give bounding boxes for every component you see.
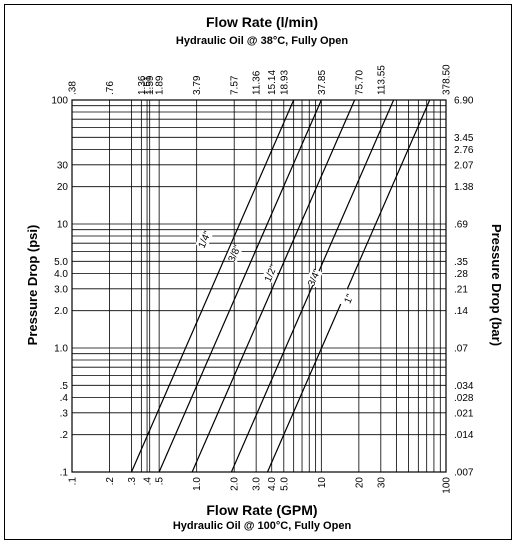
y-tick-label: 20 bbox=[57, 182, 69, 193]
x-tick-label: .3 bbox=[127, 477, 138, 486]
y-right-tick-label: 2.07 bbox=[454, 160, 474, 171]
x-top-tick-label: 15.14 bbox=[267, 70, 278, 95]
y-right-tick-label: .07 bbox=[454, 344, 468, 355]
x-top-tick-label: 75.70 bbox=[354, 70, 365, 95]
y-right-tick-label: .028 bbox=[454, 393, 474, 404]
y-tick-label: 2.0 bbox=[54, 306, 68, 317]
series-line-0 bbox=[130, 99, 295, 473]
series-line-4 bbox=[266, 99, 431, 473]
y-tick-label: 10 bbox=[57, 220, 69, 231]
series-label-background bbox=[305, 267, 323, 288]
x-top-tick-label: 37.85 bbox=[317, 70, 328, 95]
x-top-tick-label: 1.59 bbox=[145, 75, 156, 95]
series-label-background bbox=[225, 243, 243, 264]
y-right-tick-label: .007 bbox=[454, 468, 474, 479]
y-right-tick-label: .14 bbox=[454, 306, 468, 317]
y-tick-label: .2 bbox=[60, 430, 69, 441]
series-line-2 bbox=[191, 99, 356, 473]
y-right-tick-label: .014 bbox=[454, 430, 474, 441]
x-tick-label: .2 bbox=[105, 477, 116, 486]
y-tick-label: 3.0 bbox=[54, 284, 68, 295]
series-line-1 bbox=[158, 99, 322, 473]
y-right-tick-label: .69 bbox=[454, 220, 468, 231]
chart-subtitle: Hydraulic Oil @ 38°C, Fully Open bbox=[176, 35, 348, 47]
x-tick-label: 1.0 bbox=[192, 477, 203, 491]
x-tick-label: 5.0 bbox=[279, 477, 290, 491]
x-tick-label: .1 bbox=[68, 477, 79, 486]
y-right-tick-label: .35 bbox=[454, 257, 468, 268]
grid bbox=[71, 99, 447, 473]
plot-border bbox=[71, 99, 447, 473]
x-tick-label: .4 bbox=[143, 477, 154, 486]
y-axis-label-right: Pressure Drop (bar) bbox=[489, 224, 504, 346]
y-tick-label: .4 bbox=[60, 393, 69, 404]
x-top-tick-label: 378.50 bbox=[442, 64, 453, 95]
y-tick-label: .1 bbox=[60, 468, 69, 479]
x-tick-label: 30 bbox=[376, 477, 387, 489]
y-right-tick-label: 3.45 bbox=[454, 133, 474, 144]
x-tick-label: .5 bbox=[155, 477, 166, 486]
x-tick-label: 20 bbox=[354, 477, 365, 489]
x-top-tick-label: 18.93 bbox=[279, 70, 290, 95]
x-tick-label: 2.0 bbox=[230, 477, 241, 491]
x-tick-label: 100 bbox=[442, 477, 453, 494]
series-line-3 bbox=[230, 99, 395, 473]
y-tick-label: .3 bbox=[60, 408, 69, 419]
y-right-tick-label: .021 bbox=[454, 408, 474, 419]
y-tick-label: 5.0 bbox=[54, 257, 68, 268]
y-tick-label: 30 bbox=[57, 160, 69, 171]
x-top-tick-label: 7.57 bbox=[230, 75, 241, 95]
x-axis-sublabel: Hydraulic Oil @ 100°C, Fully Open bbox=[173, 520, 352, 532]
chart-frame bbox=[4, 4, 512, 540]
x-tick-label: 10 bbox=[317, 477, 328, 489]
x-tick-label: 4.0 bbox=[267, 477, 278, 491]
series-label-background bbox=[261, 263, 280, 284]
flow-curves: 1/4"3/8"1/2" 3/4"1" bbox=[130, 99, 431, 473]
y-tick-label: 4.0 bbox=[54, 269, 68, 280]
x-top-tick-label: .38 bbox=[68, 81, 79, 95]
chart-title: Flow Rate (l/min) bbox=[206, 14, 318, 30]
y-tick-label: .5 bbox=[60, 381, 69, 392]
y-tick-label: 1.0 bbox=[54, 344, 68, 355]
x-tick-label: 3.0 bbox=[252, 477, 263, 491]
x-top-tick-label: 3.79 bbox=[192, 75, 203, 95]
x-top-tick-label: 1.51 bbox=[143, 75, 154, 95]
x-axis-label: Flow Rate (GPM) bbox=[206, 502, 317, 518]
y-right-tick-label: .21 bbox=[454, 284, 468, 295]
x-top-tick-label: 11.36 bbox=[252, 70, 263, 95]
y-right-tick-label: 1.38 bbox=[454, 182, 474, 193]
y-tick-label: 100 bbox=[51, 96, 68, 107]
series-label-0: 1/4" bbox=[197, 229, 214, 250]
x-top-tick-label: 1.36 bbox=[137, 75, 148, 95]
y-axis-label-left: Pressure Drop (psi) bbox=[25, 225, 40, 346]
y-right-tick-label: 2.76 bbox=[454, 145, 474, 156]
x-top-tick-label: 1.89 bbox=[155, 75, 166, 95]
y-right-tick-label: .28 bbox=[454, 269, 468, 280]
series-label-1: 3/8" bbox=[227, 243, 244, 264]
series-label-3: 3/4" bbox=[306, 267, 323, 288]
tick-labels: .1.2.3.4.5 1.0 2.0 3.0 4.0 5.0 10 20 30 100.38.76… bbox=[51, 64, 474, 494]
x-top-tick-label: 113.55 bbox=[376, 65, 387, 95]
x-top-tick-label: .76 bbox=[105, 81, 116, 95]
series-label-background bbox=[339, 288, 358, 309]
y-right-tick-label: 6.90 bbox=[454, 96, 474, 107]
series-label-background bbox=[195, 229, 213, 250]
y-right-tick-label: .034 bbox=[454, 381, 474, 392]
